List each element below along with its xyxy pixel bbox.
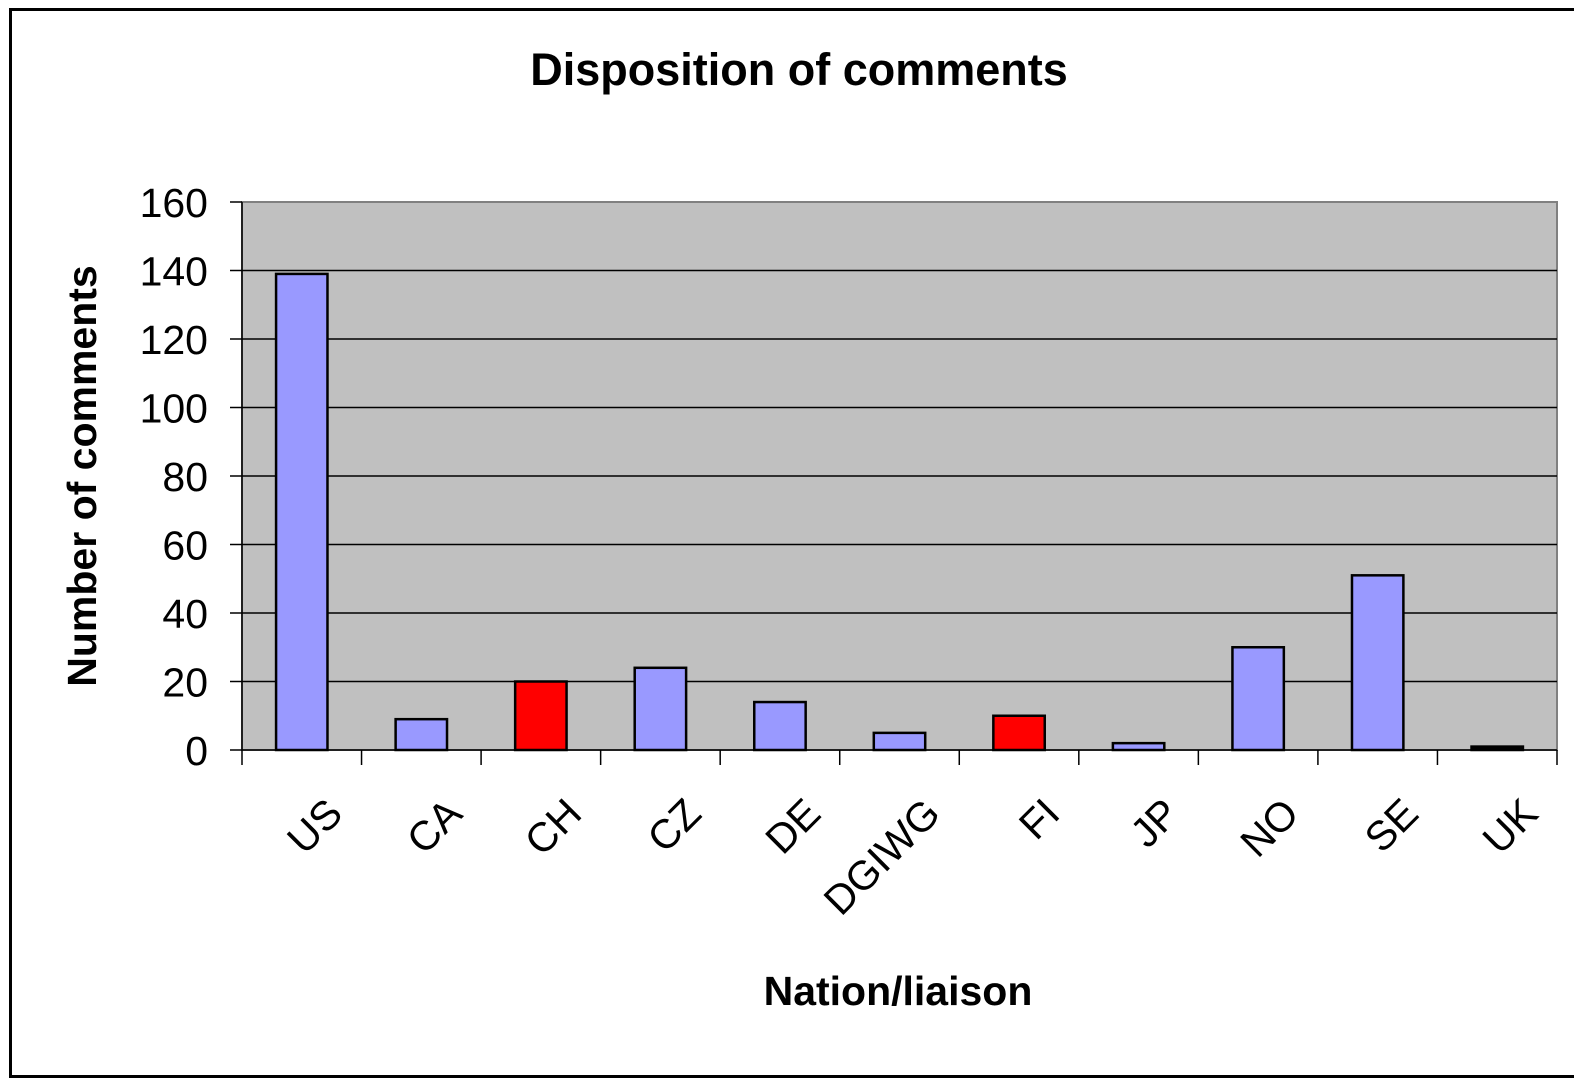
y-tick-label: 160 [140,180,208,226]
x-tick-label-de: DE [756,790,829,863]
y-tick-labels: 0 20 40 60 80 100 120 140 160 [140,180,208,774]
x-tick-label-uk: UK [1474,790,1547,863]
bars [274,272,1525,752]
x-axis-title: Nation/liaison [764,968,1033,1014]
y-axis-title: Number of comments [59,265,105,686]
bar-fi [992,714,1046,752]
bar-ca [394,717,449,752]
x-tick-label-dgiwg: DGIWG [815,790,949,924]
bar-cz [633,666,688,752]
x-tick-label-cz: CZ [639,790,710,861]
bar-no [1231,646,1286,752]
x-tick-label-us: US [278,790,351,863]
y-tick-label: 40 [162,591,208,637]
chart-title: Disposition of comments [530,44,1068,95]
x-tick-label-fi: FI [1010,790,1068,848]
y-tick-label: 100 [140,386,208,432]
bar-jp [1111,741,1166,752]
y-tick-label: 20 [162,660,208,706]
x-tick-label-jp: JP [1122,790,1188,856]
y-tick-label: 120 [140,317,208,363]
x-tick-label-no: NO [1231,790,1307,866]
gridlines [242,269,1557,683]
y-tick-label: 80 [162,454,208,500]
bar-dgiwg [872,731,927,752]
bar-ch [513,680,568,752]
y-tick-label: 0 [185,728,208,774]
bar-de [753,700,807,752]
y-tick-label: 140 [140,249,208,295]
y-tick-label: 60 [162,523,208,569]
bar-se [1350,574,1405,752]
x-tick-label-ca: CA [398,789,471,862]
x-tick-label-ch: CH [516,790,590,864]
x-tick-label-se: SE [1356,790,1427,861]
axes [230,201,1558,765]
bar-us [274,272,329,752]
